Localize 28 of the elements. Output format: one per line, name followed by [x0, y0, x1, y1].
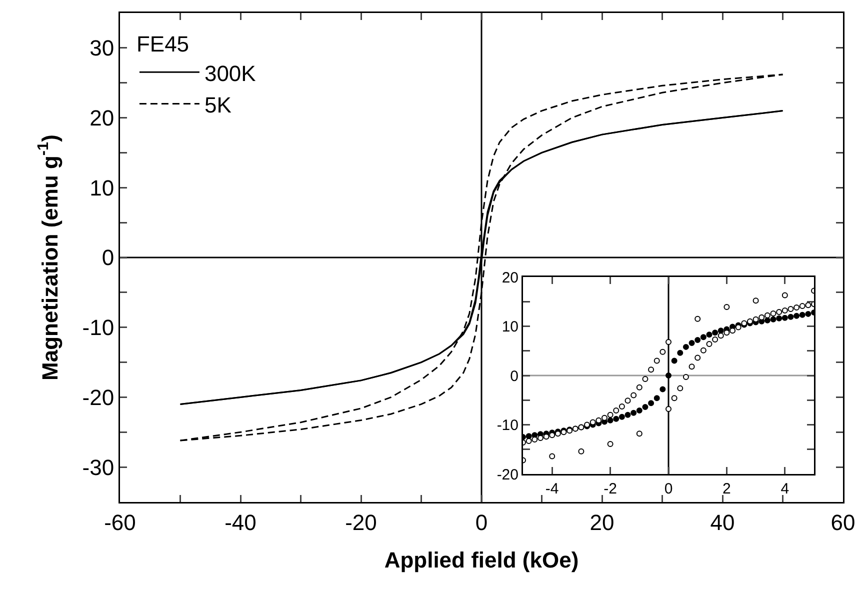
- x-tick-label: 2: [722, 480, 731, 498]
- x-tick-label: 0: [475, 510, 488, 535]
- x-tick-label: -40: [224, 510, 256, 535]
- x-tick-label: 20: [590, 510, 614, 535]
- y-tick-label: -20: [82, 384, 114, 410]
- legend-title: FE45: [136, 31, 190, 56]
- x-tick-label: -60: [104, 510, 136, 535]
- x-tick-label: -20: [345, 510, 377, 535]
- x-tick-label: -4: [545, 480, 559, 498]
- y-tick-label: 10: [90, 175, 114, 200]
- y-tick-label: -10: [496, 417, 518, 434]
- x-tick-label: 4: [780, 480, 790, 498]
- legend-label: 5K: [204, 92, 232, 118]
- y-tick-label: 20: [502, 269, 518, 286]
- x-tick-label: -2: [604, 480, 617, 498]
- y-tick-label: 10: [502, 318, 518, 336]
- y-tick-label: -10: [82, 315, 114, 340]
- y-tick-label: 30: [90, 36, 114, 61]
- x-axis-title: Applied field (kOe): [384, 548, 579, 573]
- y-tick-label: 0: [102, 245, 114, 270]
- y-tick-label: -30: [82, 454, 114, 480]
- legend-label: 300K: [204, 60, 256, 86]
- x-tick-label: 0: [664, 480, 673, 498]
- x-tick-label: 60: [830, 510, 856, 535]
- y-tick-label: 20: [90, 105, 114, 130]
- y-tick-label: -20: [496, 466, 518, 484]
- y-tick-label: 0: [510, 368, 518, 385]
- x-tick-label: 40: [710, 510, 735, 535]
